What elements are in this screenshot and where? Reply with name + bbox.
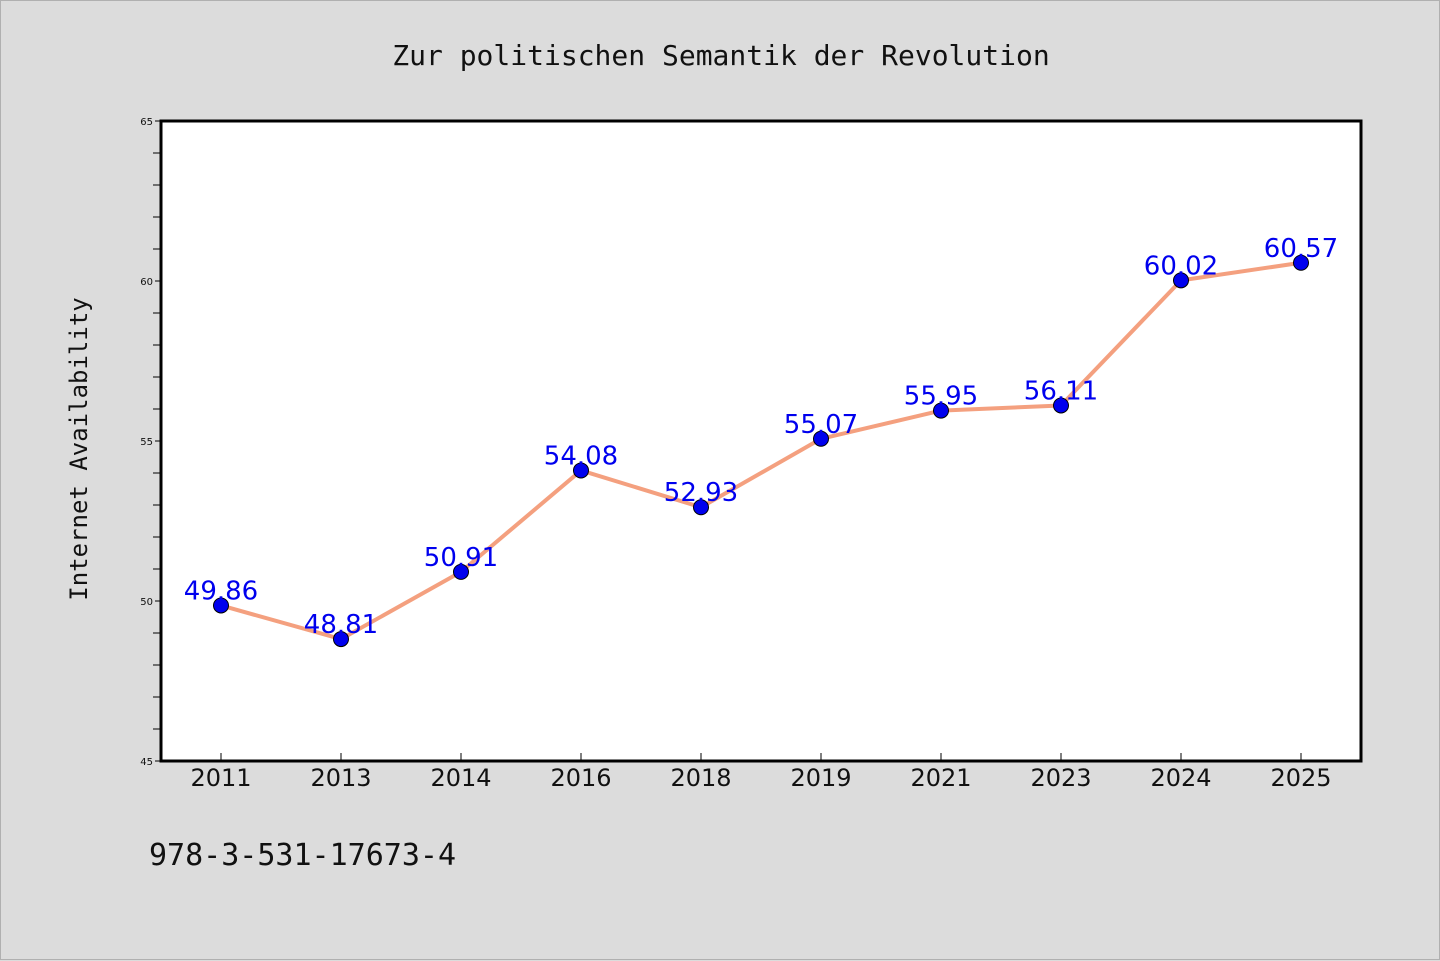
data-point	[333, 631, 349, 648]
data-point	[213, 597, 229, 614]
plot-area	[159, 119, 1363, 763]
data-point	[933, 402, 949, 419]
data-label: 55.95	[904, 382, 978, 412]
x-axis: 2011 2013 2014 2016 2018 2019 2021 2023 2024 2025	[190, 753, 1332, 792]
data-label: 55.07	[784, 410, 858, 440]
data-point	[1053, 397, 1069, 414]
x-tick-label: 2024	[1150, 764, 1211, 792]
data-label: 49.86	[184, 576, 258, 606]
data-point	[573, 462, 589, 479]
series-group: 49.86 48.81 50.91 54.08 52.93 55.07 55.95 56.11…	[184, 234, 1338, 648]
data-point	[453, 563, 469, 580]
data-label: 48.81	[304, 610, 378, 640]
data-label: 60.57	[1264, 234, 1338, 264]
data-label: 52.93	[664, 478, 738, 508]
y-tick-label: 60	[140, 277, 153, 288]
y-axis: 45 50 55 60 65	[140, 117, 161, 768]
x-tick-label: 2025	[1270, 764, 1331, 792]
chart-title: Zur politischen Semantik der Revolution	[392, 39, 1049, 72]
x-tick-label: 2013	[310, 764, 371, 792]
y-tick-label: 45	[140, 757, 153, 768]
data-point	[1293, 254, 1309, 271]
y-tick-label: 50	[140, 597, 153, 608]
x-tick-label: 2018	[670, 764, 731, 792]
data-label: 60.02	[1144, 251, 1218, 281]
data-label: 54.08	[544, 441, 618, 471]
x-tick-label: 2016	[550, 764, 611, 792]
data-label: 50.91	[424, 543, 498, 573]
y-tick-label: 65	[140, 117, 153, 128]
x-tick-label: 2011	[190, 764, 251, 792]
x-tick-label: 2019	[790, 764, 851, 792]
x-tick-label: 2023	[1030, 764, 1091, 792]
x-tick-label: 2014	[430, 764, 491, 792]
data-label: 56.11	[1024, 376, 1098, 406]
isbn-footer: 978-3-531-17673-4	[149, 838, 456, 873]
data-point	[693, 499, 709, 516]
y-axis-label: Internet Availability	[65, 297, 93, 600]
data-point	[1173, 272, 1189, 289]
series-line	[219, 260, 1303, 642]
data-point	[813, 430, 829, 447]
x-tick-label: 2021	[910, 764, 971, 792]
y-tick-label: 55	[140, 437, 153, 448]
